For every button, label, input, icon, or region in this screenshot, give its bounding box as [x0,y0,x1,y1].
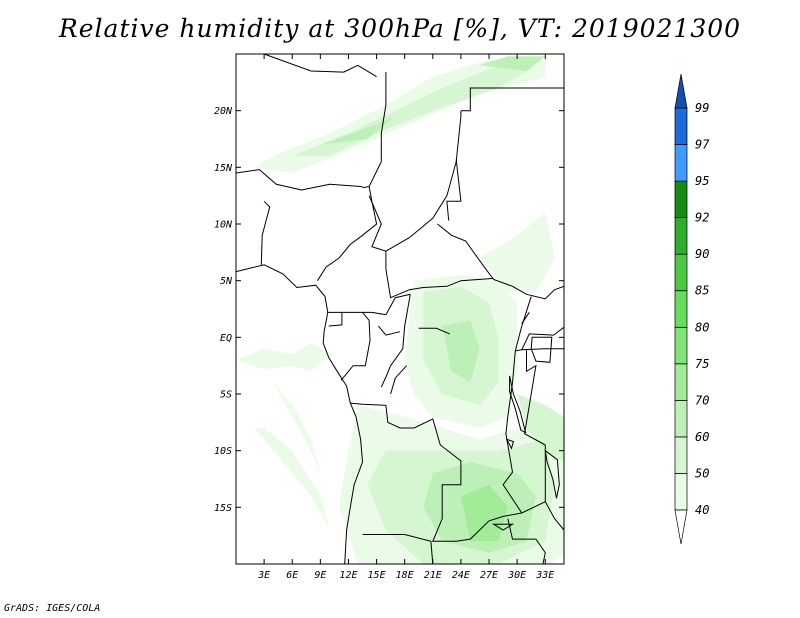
colorbar-label: 50 [695,466,709,480]
colorbar: 40 50 60 70 75 80 85 90 92 95 97 99 [674,73,710,545]
lake-outline-2 [505,438,515,450]
country-border-13 [385,293,411,315]
colorbar-top-arrow [674,73,688,109]
country-border-10 [327,311,386,316]
river-0 [378,325,401,336]
lon-tick-label: 15E [368,570,386,581]
country-border-4 [317,186,378,281]
lon-tick-label: 21E [424,570,442,581]
colorbar-label: 90 [695,247,709,261]
lake-outline-4 [530,336,553,363]
coastline [236,264,364,564]
humidity-region-7 [479,212,555,292]
colorbar-swatch [674,326,688,365]
country-border-24 [521,326,564,351]
country-border-12 [340,312,371,381]
lon-tick-label: 30E [507,570,526,581]
country-border-15 [350,402,471,542]
colorbar-swatch [674,107,688,145]
country-border-17 [469,445,546,540]
map-title: Relative humidity at 300hPa [%], VT: 201… [58,14,742,43]
colorbar-label: 97 [695,138,710,152]
colorbar-label: 60 [695,430,709,444]
lat-tick-label: 15S [214,503,232,514]
humidity-fill-layer [236,56,564,564]
lon-tick-label: 12E [339,570,357,581]
colorbar-label: 70 [695,393,709,407]
colorbar-swatch [674,473,688,511]
colorbar-label: 85 [695,284,709,298]
country-border-3 [362,72,387,189]
colorbar-label: 75 [695,357,709,371]
country-border-16 [362,534,434,564]
lon-tick-label: 24E [452,570,470,581]
colorbar-label: 92 [695,211,709,225]
humidity-region-6 [442,320,480,383]
country-border-14 [380,294,411,388]
colorbar-bottom-arrow [674,509,688,545]
country-border-19 [515,348,564,352]
country-border-5 [368,110,462,252]
lon-tick-label: 6E [286,570,298,581]
lake-outline-5 [521,312,530,324]
country-border-11 [328,312,343,327]
colorbar-swatch [674,217,688,255]
humidity-region-2 [320,116,396,145]
country-border-20 [524,349,546,446]
colorbar-label: 95 [695,174,709,188]
lon-tick-label: 3E [257,570,270,581]
country-border-22 [507,518,546,564]
colorbar-label: 80 [695,320,709,334]
country-border-9 [446,159,462,221]
colorbar-label: 99 [695,101,709,115]
colorbar-swatch [674,253,688,292]
humidity-region-3 [479,56,546,71]
lat-tick-label: 5S [220,390,232,401]
lake-outline-1 [544,449,560,499]
lat-tick-label: 10S [214,446,232,457]
river-1 [418,327,450,335]
lon-tick-label: 18E [396,570,414,581]
lake-outline-3 [491,523,515,531]
colorbar-swatch [674,144,688,182]
map-frame [235,53,565,565]
humidity-region-13 [460,484,508,542]
map-axes: 3E 6E 9E 12E 15E 18E 21E 24E 27E 30E 33E 20N 15N 10N 5… [214,54,564,581]
lat-tick-label: 15N [214,163,233,174]
country-border-7 [385,251,494,299]
colorbar-swatch [674,290,688,328]
lon-tick-label: 9E [314,570,326,581]
lat-tick-label: 20N [214,106,233,117]
country-border-0 [263,54,377,78]
lake-outline-0 [509,375,527,434]
humidity-region-15 [254,428,330,530]
lon-tick-label: 27E [480,570,498,581]
country-border-18 [502,296,532,514]
humidity-region-8 [236,343,330,372]
country-border-2 [260,200,271,265]
colorbar-swatch [674,363,688,401]
country-border-8 [437,223,564,300]
colorbar-label: 40 [695,503,709,517]
colorbar-swatch [674,436,688,474]
political-boundaries [236,54,564,564]
lat-tick-label: 5N [220,276,233,287]
country-border-1 [236,169,363,191]
country-border-21 [544,501,564,531]
grads-credit: GrADS: IGES/COLA [4,603,101,614]
colorbar-swatch [674,400,688,438]
lat-tick-label: 10N [214,220,233,231]
country-border-6 [460,87,564,112]
river-2 [390,365,407,395]
lon-tick-label: 33E [535,570,554,581]
lat-tick-label: EQ [220,333,232,344]
colorbar-swatch [674,180,688,218]
